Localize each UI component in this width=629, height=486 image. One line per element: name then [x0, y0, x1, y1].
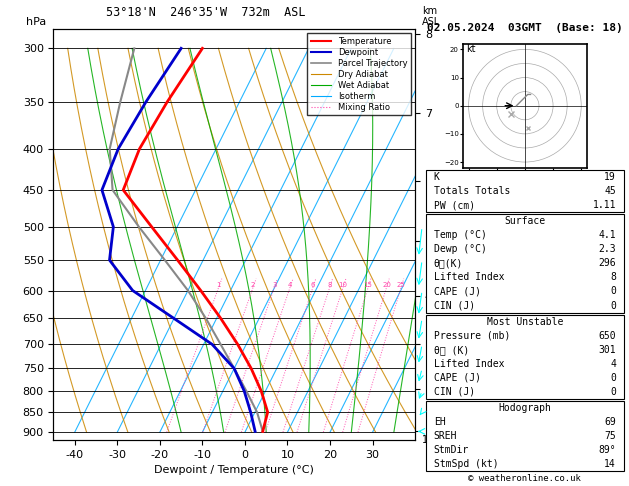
X-axis label: Dewpoint / Temperature (°C): Dewpoint / Temperature (°C) — [154, 465, 314, 475]
Text: Surface: Surface — [504, 216, 545, 226]
Bar — [426, 214, 624, 312]
Text: © weatheronline.co.uk: © weatheronline.co.uk — [469, 474, 581, 483]
Text: 301: 301 — [598, 345, 616, 355]
Text: CAPE (J): CAPE (J) — [434, 373, 481, 383]
Text: 1: 1 — [216, 281, 221, 288]
Text: 8: 8 — [328, 281, 332, 288]
Text: StmSpd (kt): StmSpd (kt) — [434, 459, 498, 469]
Bar — [426, 401, 624, 471]
Text: Lifted Index: Lifted Index — [434, 359, 504, 369]
Text: 0: 0 — [610, 286, 616, 296]
Text: Dewp (°C): Dewp (°C) — [434, 244, 487, 254]
Legend: Temperature, Dewpoint, Parcel Trajectory, Dry Adiabat, Wet Adiabat, Isotherm, Mi: Temperature, Dewpoint, Parcel Trajectory… — [307, 34, 411, 116]
Text: θᴇ(K): θᴇ(K) — [434, 259, 463, 268]
Text: 02.05.2024  03GMT  (Base: 18): 02.05.2024 03GMT (Base: 18) — [427, 23, 623, 33]
Text: 0: 0 — [610, 373, 616, 383]
Text: 650: 650 — [598, 330, 616, 341]
Text: StmDir: StmDir — [434, 445, 469, 455]
Text: 25: 25 — [397, 281, 406, 288]
Text: Lifted Index: Lifted Index — [434, 273, 504, 282]
Text: Pressure (mb): Pressure (mb) — [434, 330, 510, 341]
Text: K: K — [434, 172, 440, 182]
Text: 14: 14 — [604, 459, 616, 469]
Text: Totals Totals: Totals Totals — [434, 186, 510, 196]
Text: 2: 2 — [251, 281, 255, 288]
Text: 6: 6 — [311, 281, 315, 288]
Text: CIN (J): CIN (J) — [434, 387, 475, 397]
Text: 10: 10 — [338, 281, 348, 288]
Text: CIN (J): CIN (J) — [434, 300, 475, 311]
Text: km
ASL: km ASL — [422, 5, 441, 27]
Text: 89°: 89° — [598, 445, 616, 455]
Text: 69: 69 — [604, 417, 616, 427]
Text: 0: 0 — [610, 300, 616, 311]
Text: Temp (°C): Temp (°C) — [434, 230, 487, 241]
Text: kt: kt — [465, 44, 476, 54]
Text: 19: 19 — [604, 172, 616, 182]
Text: 75: 75 — [604, 431, 616, 441]
Bar — [426, 314, 624, 399]
Text: 296: 296 — [598, 259, 616, 268]
Text: Most Unstable: Most Unstable — [487, 317, 563, 327]
Text: 8: 8 — [610, 273, 616, 282]
Text: 2.3: 2.3 — [598, 244, 616, 254]
Text: SREH: SREH — [434, 431, 457, 441]
Text: 45: 45 — [604, 186, 616, 196]
Text: hPa: hPa — [26, 17, 47, 27]
Text: EH: EH — [434, 417, 445, 427]
Text: PW (cm): PW (cm) — [434, 200, 475, 210]
Text: 20: 20 — [382, 281, 391, 288]
Text: θᴇ (K): θᴇ (K) — [434, 345, 469, 355]
Text: 4: 4 — [288, 281, 292, 288]
Text: 15: 15 — [364, 281, 372, 288]
Bar — [426, 170, 624, 212]
Text: 1LCL: 1LCL — [422, 435, 446, 445]
Text: 53°18'N  246°35'W  732m  ASL: 53°18'N 246°35'W 732m ASL — [106, 6, 305, 19]
Text: 4: 4 — [610, 359, 616, 369]
Text: CAPE (J): CAPE (J) — [434, 286, 481, 296]
Text: 4.1: 4.1 — [598, 230, 616, 241]
Text: 1.11: 1.11 — [593, 200, 616, 210]
Text: 0: 0 — [610, 387, 616, 397]
Text: Mixing Ratio (g/kg): Mixing Ratio (g/kg) — [481, 212, 489, 298]
Text: 3: 3 — [272, 281, 277, 288]
Text: Hodograph: Hodograph — [498, 403, 552, 413]
